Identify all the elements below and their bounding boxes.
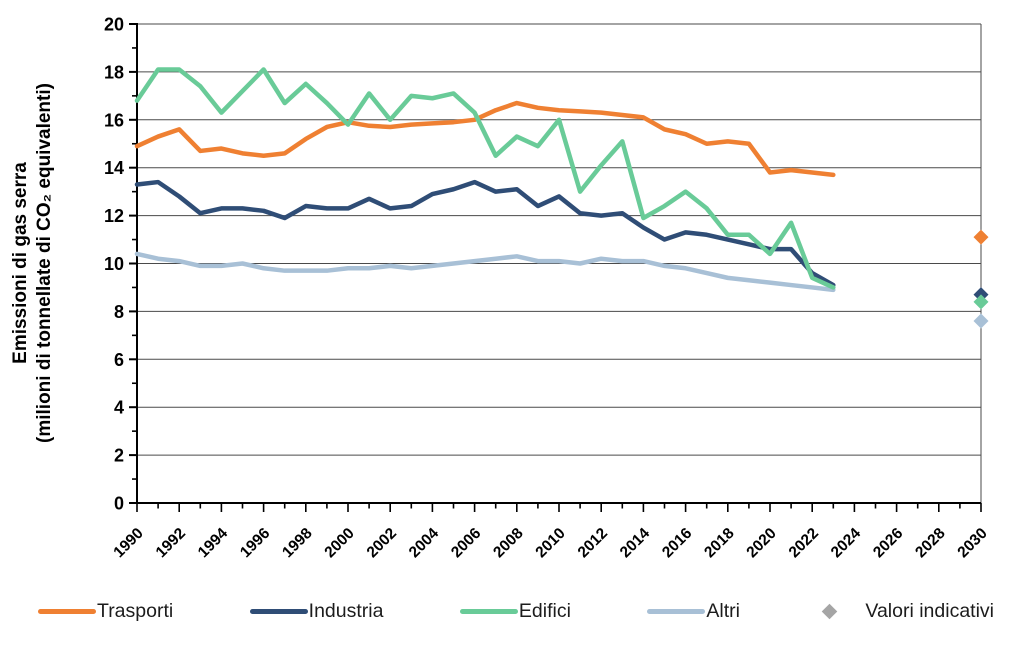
legend-label-industria: Industria [308,600,384,622]
legend-item-valori-indicativi: Valori indicativi [816,600,994,623]
x-tick-label-2014: 2014 [617,525,654,562]
y-tick-label-20: 20 [104,15,124,35]
legend: Trasporti Industria Edifici Altri Valori… [0,600,1024,623]
series-line-trasporti [134,100,836,178]
indicative-diamond-edifici [973,294,989,310]
indicative-diamond-altri [973,313,989,329]
x-tick-label-2026: 2026 [870,525,907,562]
legend-label-valori-indicativi: Valori indicativi [865,600,994,622]
y-tick-label-6: 6 [114,350,124,370]
legend-label-trasporti: Trasporti [97,600,174,622]
industria-line-swatch-icon [249,609,308,614]
legend-label-altri: Altri [706,600,740,622]
legend-item-altri: Altri [647,600,740,623]
x-tick-label-1990: 1990 [110,525,146,561]
x-tick-label-2028: 2028 [912,525,949,562]
legend-label-edifici: Edifici [518,600,571,622]
x-tick-label-1994: 1994 [195,525,232,562]
x-tick-label-2012: 2012 [575,525,611,561]
x-tick-label-2030: 2030 [954,525,990,561]
x-tick-label-2002: 2002 [364,525,400,561]
x-tick-label-2018: 2018 [701,525,738,562]
valori-indicativi-diamond-icon [822,603,838,620]
x-tick-label-1996: 1996 [237,525,274,562]
x-tick-label-2004: 2004 [406,525,443,562]
edifici-line-swatch-icon [459,609,518,614]
x-tick-label-2020: 2020 [743,525,779,561]
x-tick-label-2006: 2006 [448,525,485,562]
x-tick-label-1998: 1998 [279,525,316,562]
y-tick-label-2: 2 [114,446,124,466]
y-tick-label-14: 14 [104,158,124,178]
legend-item-edifici: Edifici [459,600,571,623]
x-tick-label-2022: 2022 [786,525,822,561]
x-tick-label-2000: 2000 [321,525,357,561]
x-tick-label-1992: 1992 [153,525,189,561]
y-tick-label-0: 0 [114,494,124,514]
series-line-industria [134,179,836,288]
x-tick-label-2010: 2010 [532,525,568,561]
y-tick-label-4: 4 [114,398,124,418]
y-tick-label-18: 18 [104,62,124,82]
x-tick-label-2016: 2016 [659,525,696,562]
y-tick-label-10: 10 [104,254,124,274]
x-tick-label-2024: 2024 [828,525,865,562]
series-line-edifici [134,67,836,290]
altri-line-swatch-icon [647,609,706,614]
trasporti-line-swatch-icon [38,609,96,614]
indicative-diamond-trasporti [973,229,989,245]
y-tick-label-12: 12 [104,206,124,226]
x-tick-label-2008: 2008 [490,525,527,562]
series-line-altri [134,251,836,293]
legend-item-trasporti: Trasporti [38,600,173,623]
y-tick-label-8: 8 [114,302,124,322]
legend-item-industria: Industria [249,600,384,623]
y-tick-label-16: 16 [104,110,124,130]
